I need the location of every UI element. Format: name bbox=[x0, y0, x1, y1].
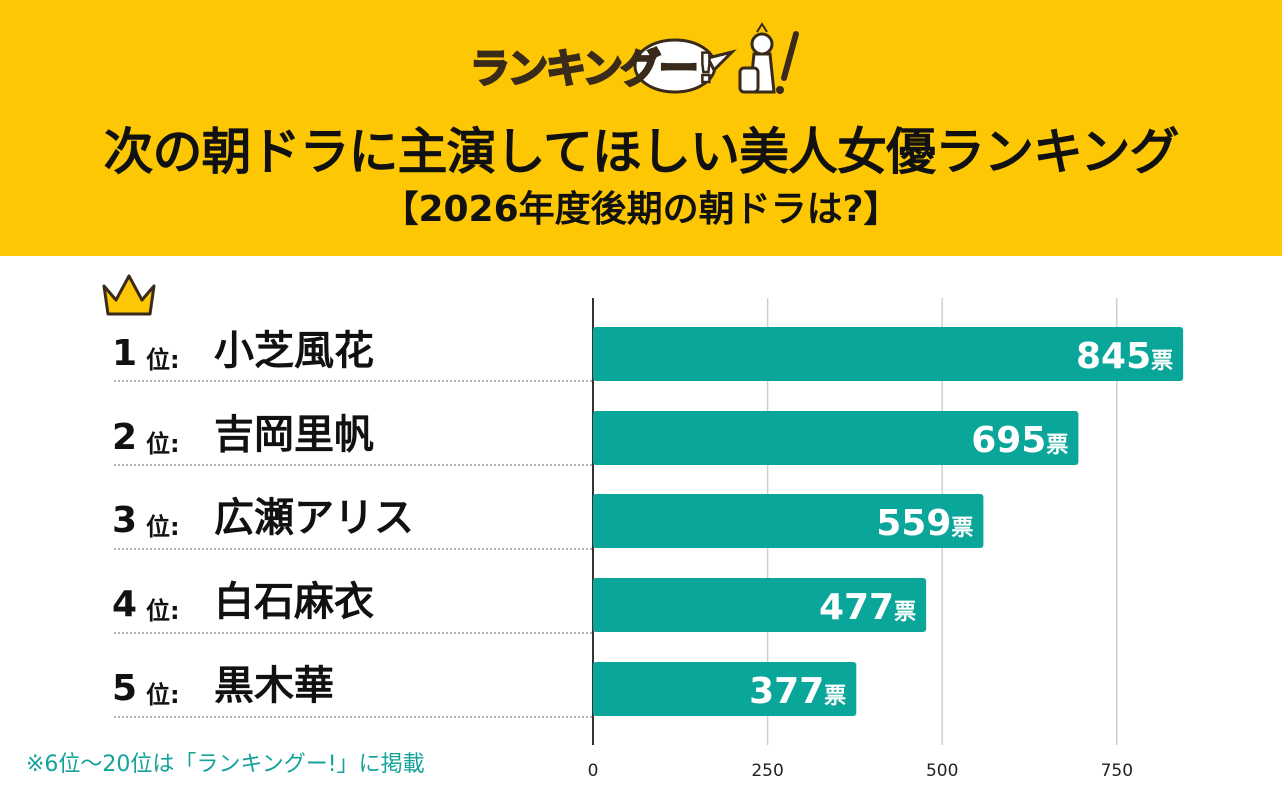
actress-name-2: 吉岡里帆 bbox=[214, 412, 374, 458]
rank-number: 2 bbox=[112, 416, 138, 458]
bar-value-label: 377票 bbox=[749, 671, 846, 712]
rank-suffix: 位: bbox=[146, 680, 180, 709]
rank-number: 4 bbox=[112, 583, 138, 625]
rank-number: 3 bbox=[112, 499, 138, 541]
actress-name-5: 黒木華 bbox=[214, 663, 334, 709]
chart-subtitle: 【2026年度後期の朝ドラは?】 bbox=[382, 189, 900, 230]
bar-value-label: 477票 bbox=[819, 587, 916, 628]
footnote: ※6位〜20位は「ランキングー!」に掲載 bbox=[26, 752, 425, 777]
rank-label-5: 5 位: bbox=[112, 658, 180, 718]
bar bbox=[593, 662, 857, 716]
actress-name-1: 小芝風花 bbox=[214, 328, 374, 374]
bar bbox=[593, 494, 984, 548]
bar-value-label: 845票 bbox=[1076, 336, 1173, 377]
rank-suffix: 位: bbox=[146, 429, 180, 458]
bar bbox=[593, 411, 1079, 465]
row-divider bbox=[114, 380, 592, 382]
bar-value-label: 559票 bbox=[876, 503, 973, 544]
row-divider bbox=[114, 548, 592, 550]
x-tick-label: 0 bbox=[588, 761, 599, 781]
rank-suffix: 位: bbox=[146, 596, 180, 625]
logo-text: ランキングー! bbox=[469, 45, 717, 94]
rank-number: 1 bbox=[112, 332, 138, 374]
row-divider bbox=[114, 464, 592, 466]
rank-number: 5 bbox=[112, 667, 138, 709]
bar-value-label: 695票 bbox=[971, 420, 1068, 461]
crown-icon bbox=[102, 274, 156, 316]
row-divider bbox=[114, 716, 592, 718]
x-tick-label: 250 bbox=[751, 761, 783, 781]
bar bbox=[593, 327, 1184, 381]
chart-title: 次の朝ドラに主演してほしい美人女優ランキング bbox=[103, 123, 1180, 181]
actress-name-4: 白石麻衣 bbox=[214, 579, 374, 625]
rank-label-4: 4 位: bbox=[112, 574, 180, 634]
speech-bubble-icon bbox=[633, 22, 799, 94]
x-tick-label: 750 bbox=[1101, 761, 1133, 781]
site-logo: ランキングー! bbox=[469, 22, 820, 102]
rank-suffix: 位: bbox=[146, 345, 180, 374]
header-banner: ランキングー! 次の朝ドラに主演してほしい美人女優ランキング 【2026年度後期… bbox=[0, 0, 1282, 256]
rank-label-3: 3 位: bbox=[112, 490, 180, 550]
rank-label-2: 2 位: bbox=[112, 407, 180, 467]
x-tick-label: 500 bbox=[926, 761, 958, 781]
actress-name-3: 広瀬アリス bbox=[214, 495, 414, 541]
thumbs-up-chick-icon bbox=[738, 22, 799, 94]
bar bbox=[593, 578, 927, 632]
rank-label-1: 1 位: bbox=[112, 323, 180, 383]
row-divider bbox=[114, 632, 592, 634]
rank-suffix: 位: bbox=[146, 512, 180, 541]
